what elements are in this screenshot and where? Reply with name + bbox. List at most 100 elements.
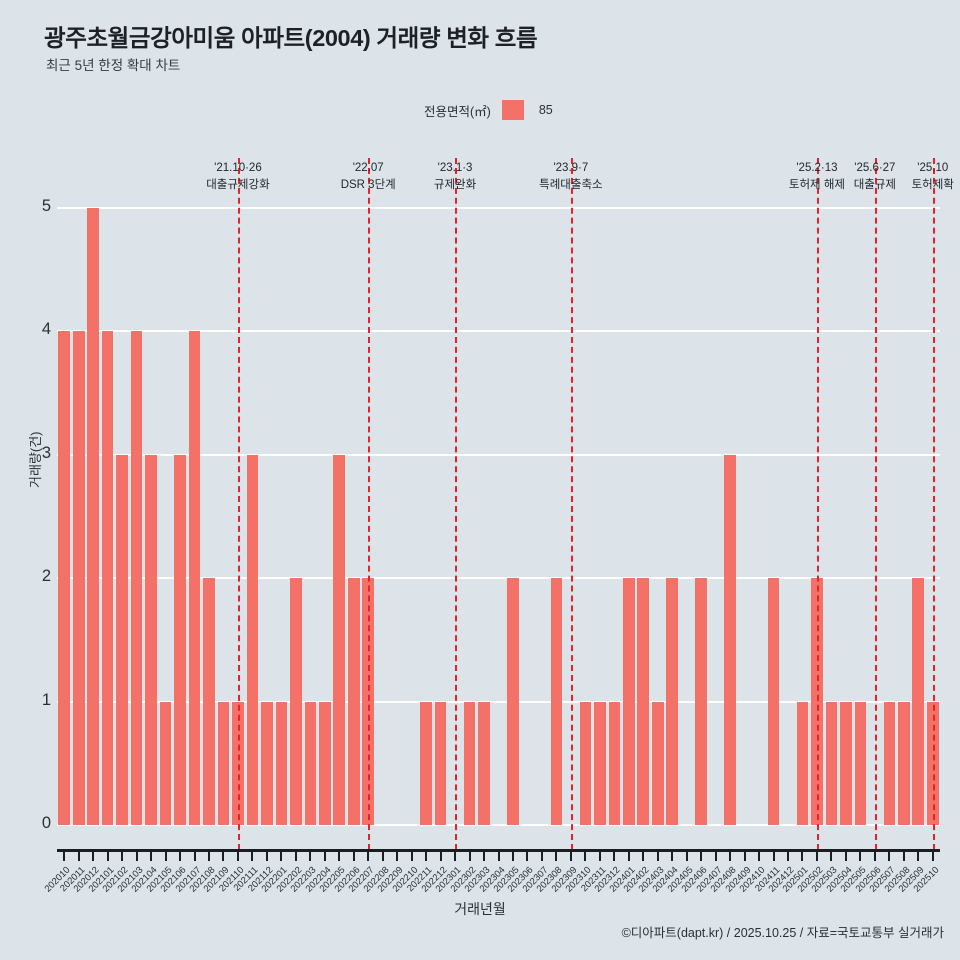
event-date-6: '25.10: [917, 162, 949, 174]
bar[interactable]: [333, 454, 346, 825]
x-tick: [454, 849, 457, 861]
x-tick: [815, 849, 818, 861]
bar[interactable]: [275, 701, 288, 825]
bar[interactable]: [883, 701, 896, 825]
event-annotation-6: '25.10 토허제확: [912, 160, 954, 194]
bar[interactable]: [550, 578, 563, 825]
x-tick: [801, 849, 804, 861]
x-tick: [150, 849, 153, 861]
bar-series: [57, 208, 940, 825]
y-tick-label-2: 2: [41, 567, 51, 586]
bar[interactable]: [796, 701, 809, 825]
bar[interactable]: [594, 701, 606, 825]
y-tick-label-5: 5: [41, 197, 51, 215]
bar[interactable]: [101, 331, 114, 825]
x-tick: [700, 849, 703, 861]
event-annotation-2: '23.1·3 규제완화: [434, 160, 476, 194]
event-line-1: [368, 158, 371, 850]
x-tick: [63, 849, 66, 861]
x-tick: [584, 849, 587, 861]
y-tick-label-4: 4: [41, 320, 51, 339]
bar[interactable]: [174, 454, 186, 825]
bar[interactable]: [898, 701, 910, 825]
x-tick: [207, 849, 210, 861]
bar[interactable]: [637, 578, 650, 825]
bar[interactable]: [912, 578, 925, 825]
x-tick: [642, 849, 645, 861]
bar[interactable]: [420, 701, 432, 825]
event-date-1: '22.07: [352, 162, 384, 174]
gridline-0: [57, 824, 940, 826]
bar[interactable]: [362, 578, 374, 825]
event-annotation-4: '25.2·13 토허제 해제: [789, 160, 845, 194]
x-tick: [236, 849, 239, 861]
bar[interactable]: [116, 454, 128, 825]
event-line-0: [237, 158, 240, 850]
x-tick: [511, 849, 514, 861]
bar[interactable]: [608, 701, 621, 825]
bar[interactable]: [651, 701, 664, 825]
x-tick: [714, 849, 717, 861]
y-tick-label-3: 3: [41, 443, 51, 462]
bar[interactable]: [579, 701, 592, 825]
event-annotation-5: '25.6·27 대출규제: [854, 160, 896, 194]
bar[interactable]: [854, 701, 867, 825]
event-label-3: 특례대출축소: [539, 179, 603, 191]
x-tick: [729, 849, 732, 861]
bar[interactable]: [724, 454, 736, 825]
bar[interactable]: [825, 701, 838, 825]
bar[interactable]: [767, 578, 780, 825]
x-tick: [251, 849, 254, 861]
gridline-1: [57, 700, 940, 703]
x-tick: [338, 849, 341, 861]
bar[interactable]: [232, 701, 244, 825]
bar[interactable]: [319, 701, 331, 825]
event-label-1: DSR 3단계: [340, 179, 396, 191]
x-tick: [77, 849, 80, 861]
bar[interactable]: [87, 208, 99, 825]
bar[interactable]: [246, 454, 259, 825]
x-tick: [179, 849, 182, 861]
bar[interactable]: [203, 578, 215, 825]
bar[interactable]: [666, 578, 678, 825]
x-tick: [222, 849, 225, 861]
bar[interactable]: [840, 701, 852, 825]
footer-credit: ©디아파트(dapt.kr) / 2025.10.25 / 자료=국토교통부 실…: [621, 926, 944, 940]
bar[interactable]: [695, 578, 707, 825]
x-tick: [787, 849, 789, 861]
bar[interactable]: [347, 578, 360, 825]
bar[interactable]: [130, 331, 143, 825]
bar[interactable]: [159, 701, 172, 825]
bar[interactable]: [261, 701, 273, 825]
x-tick: [758, 849, 761, 861]
x-tick: [671, 849, 674, 861]
legend: 전용면적(㎡) 85: [424, 100, 553, 120]
x-tick: [439, 849, 442, 861]
x-axis-title: 거래년월: [454, 901, 506, 917]
bar[interactable]: [72, 331, 85, 825]
bar[interactable]: [811, 578, 823, 825]
x-tick: [468, 849, 471, 861]
bar[interactable]: [304, 701, 317, 825]
event-label-6: 토허제확: [911, 179, 954, 191]
x-tick: [265, 849, 268, 861]
bar[interactable]: [434, 701, 447, 825]
x-tick: [555, 849, 558, 861]
x-tick: [164, 849, 167, 861]
bar[interactable]: [145, 454, 157, 825]
bar[interactable]: [507, 578, 519, 825]
bar[interactable]: [217, 701, 230, 825]
bar[interactable]: [58, 331, 71, 825]
bar[interactable]: [463, 701, 476, 825]
event-date-2: '23.1·3: [437, 162, 473, 174]
bar[interactable]: [478, 701, 490, 825]
x-tick: [135, 849, 138, 861]
event-label-0: 대출규제강화: [206, 179, 270, 191]
bar[interactable]: [290, 578, 302, 825]
x-tick: [873, 849, 876, 861]
x-tick: [598, 849, 601, 861]
bar[interactable]: [622, 578, 635, 825]
bar[interactable]: [188, 331, 201, 825]
